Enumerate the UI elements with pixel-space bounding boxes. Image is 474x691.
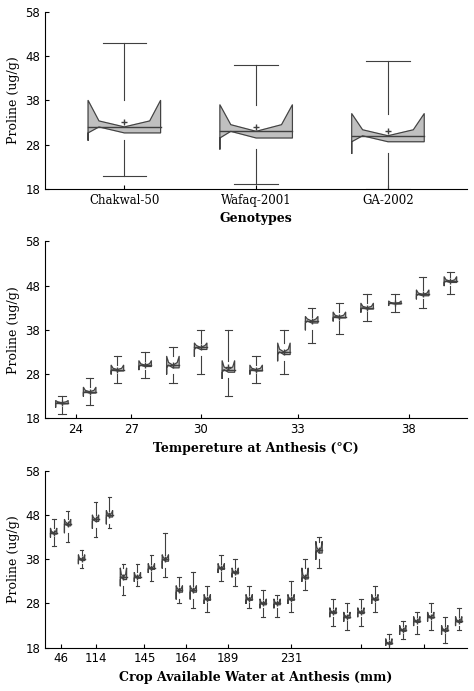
Polygon shape [316,542,322,559]
Polygon shape [417,290,429,299]
Polygon shape [218,564,224,572]
Polygon shape [330,608,336,616]
Y-axis label: Proline (ug/g): Proline (ug/g) [7,286,20,374]
Polygon shape [358,608,364,616]
Polygon shape [55,401,68,407]
Polygon shape [222,361,235,379]
Polygon shape [232,568,238,577]
Polygon shape [148,564,155,572]
Polygon shape [162,555,168,568]
Polygon shape [220,105,292,149]
Polygon shape [176,586,182,599]
Polygon shape [246,594,252,603]
Polygon shape [400,625,406,634]
Polygon shape [333,312,346,321]
Polygon shape [372,594,378,603]
Polygon shape [190,586,196,599]
Polygon shape [274,599,280,608]
Polygon shape [442,625,448,634]
Polygon shape [88,100,161,140]
Polygon shape [344,612,350,621]
Polygon shape [50,528,57,537]
Polygon shape [139,361,151,370]
Y-axis label: Proline (ug/g): Proline (ug/g) [7,57,20,144]
X-axis label: Crop Available Water at Anthesis (mm): Crop Available Water at Anthesis (mm) [119,671,393,684]
X-axis label: Tempereture at Anthesis (°C): Tempereture at Anthesis (°C) [153,442,359,455]
Polygon shape [428,612,434,621]
Polygon shape [64,520,71,533]
Polygon shape [111,365,124,374]
Polygon shape [302,568,308,581]
Polygon shape [83,387,96,396]
Polygon shape [120,568,127,586]
Polygon shape [204,594,210,603]
Polygon shape [278,343,290,361]
Polygon shape [260,599,266,608]
Y-axis label: Proline (ug/g): Proline (ug/g) [7,515,20,603]
Polygon shape [167,357,179,374]
Polygon shape [456,616,462,625]
Polygon shape [361,303,374,312]
X-axis label: Genotypes: Genotypes [220,212,292,225]
Polygon shape [92,515,99,528]
Polygon shape [444,276,456,285]
Polygon shape [305,316,318,330]
Polygon shape [386,638,392,645]
Polygon shape [194,343,207,357]
Polygon shape [78,555,85,564]
Polygon shape [389,301,401,305]
Polygon shape [414,616,420,625]
Polygon shape [352,113,424,153]
Polygon shape [250,365,263,374]
Polygon shape [106,511,113,524]
Polygon shape [288,594,294,603]
Polygon shape [134,572,141,581]
